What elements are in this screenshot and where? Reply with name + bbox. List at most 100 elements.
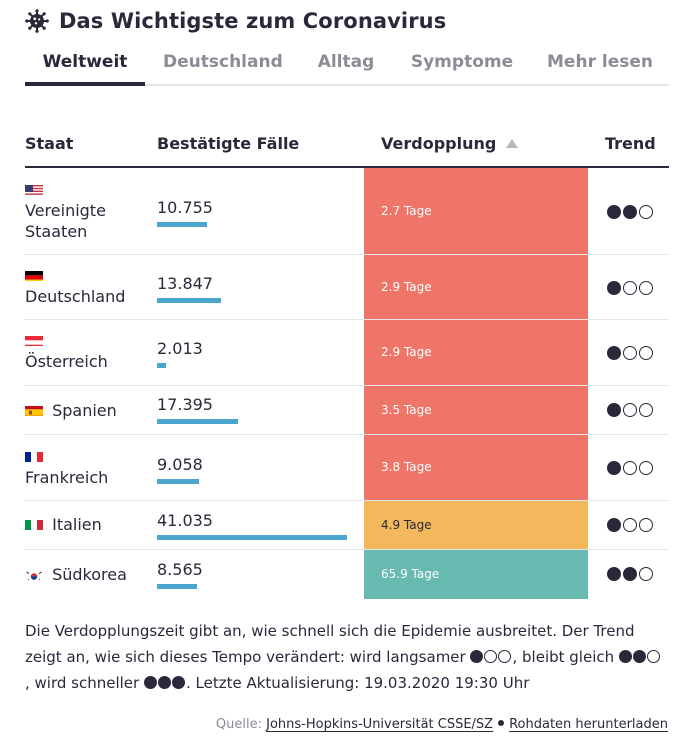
page-header: Das Wichtigste zum Coronavirus <box>25 6 446 36</box>
cases-cell: 10.755 <box>157 198 213 227</box>
tab-weltweit[interactable]: Weltweit <box>25 44 145 86</box>
trend-indicator <box>607 281 653 295</box>
us-flag-icon <box>25 182 43 195</box>
trend-dot-filled-icon <box>143 676 157 689</box>
cases-bar <box>157 479 199 484</box>
trend-dot <box>639 403 653 417</box>
tab-mehr-lesen[interactable]: Mehr lesen <box>547 52 653 72</box>
cases-value: 2.013 <box>157 339 203 358</box>
trend-dot <box>623 518 637 532</box>
column-header-cases[interactable]: Bestätigte Fälle <box>157 134 300 153</box>
trend-indicator <box>607 403 653 417</box>
country-cell: Vereinigte Staaten <box>25 179 125 242</box>
cases-value: 9.058 <box>157 455 203 474</box>
country-cell: Österreich <box>25 330 108 372</box>
trend-dot <box>623 346 637 360</box>
trend-indicator <box>607 205 653 219</box>
cases-cell: 8.565 <box>157 560 203 589</box>
trend-dot <box>623 403 637 417</box>
tab-bar: Weltweit Deutschland Alltag Symptome Meh… <box>25 44 669 86</box>
cases-cell: 9.058 <box>157 455 203 484</box>
fr-flag-icon <box>25 449 43 462</box>
trend-dot <box>639 205 653 219</box>
tab-symptome[interactable]: Symptome <box>410 52 514 72</box>
tab-alltag[interactable]: Alltag <box>317 52 375 72</box>
cases-bar <box>157 419 238 424</box>
doubling-cell: 2.9 Tage <box>364 255 588 319</box>
table-row: Frankreich 9.058 3.8 Tage <box>25 435 669 501</box>
cases-value: 41.035 <box>157 511 213 530</box>
trend-dot-empty-icon <box>484 650 498 663</box>
virus-icon <box>25 9 49 33</box>
note-text: , wird schneller <box>25 674 140 692</box>
es-flag-icon <box>25 403 43 416</box>
sort-ascending-icon <box>506 139 519 148</box>
trend-indicator <box>607 518 653 532</box>
country-name: Deutschland <box>25 287 126 306</box>
trend-dot-filled-icon <box>157 676 171 689</box>
source-label: Quelle: <box>215 717 262 732</box>
country-name: Italien <box>52 515 102 534</box>
column-header-country[interactable]: Staat <box>25 134 74 153</box>
doubling-cell: 2.9 Tage <box>364 320 588 385</box>
trend-dot <box>623 461 637 475</box>
trend-dot <box>623 205 637 219</box>
download-link[interactable]: Rohdaten herunterladen <box>509 717 668 732</box>
trend-dot-filled-icon <box>618 650 632 663</box>
separator-dot-icon <box>498 720 505 726</box>
country-name: Vereinigte Staaten <box>25 201 106 241</box>
cases-bar <box>157 584 197 589</box>
tab-deutschland[interactable]: Deutschland <box>163 52 283 72</box>
doubling-cell: 65.9 Tage <box>364 550 588 599</box>
it-flag-icon <box>25 517 43 530</box>
trend-dot <box>623 567 637 581</box>
doubling-value: 3.5 Tage <box>381 403 432 417</box>
cases-cell: 2.013 <box>157 339 203 368</box>
doubling-value: 4.9 Tage <box>381 518 432 532</box>
page-title: Das Wichtigste zum Coronavirus <box>59 9 447 33</box>
de-flag-icon <box>25 268 43 281</box>
cases-bar <box>157 222 207 227</box>
trend-dot <box>607 346 621 360</box>
cases-value: 17.395 <box>157 395 213 414</box>
trend-dot <box>607 461 621 475</box>
doubling-value: 2.9 Tage <box>381 280 432 294</box>
trend-dot-filled-icon <box>632 650 646 663</box>
explanation-note: Die Verdopplungszeit gibt an, wie schnel… <box>25 618 665 696</box>
note-text: , bleibt gleich <box>512 648 615 666</box>
doubling-value: 3.8 Tage <box>381 460 432 474</box>
source-link[interactable]: Johns-Hopkins-Universität CSSE/SZ <box>266 717 494 732</box>
country-cell: Deutschland <box>25 265 125 307</box>
trend-dot-filled-icon <box>470 650 484 663</box>
table-row: Vereinigte Staaten 10.755 2.7 Tage <box>25 168 669 255</box>
trend-dot <box>607 281 621 295</box>
country-name: Österreich <box>25 352 108 371</box>
trend-dot <box>607 567 621 581</box>
kr-flag-icon <box>25 567 43 580</box>
table-row: Österreich 2.013 2.9 Tage <box>25 320 669 386</box>
trend-dot <box>639 281 653 295</box>
country-cell: Spanien <box>25 400 117 421</box>
trend-indicator <box>607 461 653 475</box>
trend-dot <box>639 461 653 475</box>
cases-value: 13.847 <box>157 274 213 293</box>
cases-bar <box>157 535 347 540</box>
column-header-trend[interactable]: Trend <box>605 134 656 153</box>
trend-indicator <box>607 567 653 581</box>
country-name: Frankreich <box>25 468 109 487</box>
table-row: Spanien 17.395 3.5 Tage <box>25 386 669 435</box>
doubling-cell: 4.9 Tage <box>364 501 588 549</box>
table-header: Staat Bestätigte Fälle Verdopplung Trend <box>25 130 669 168</box>
source-line: Quelle: Johns-Hopkins-Universität CSSE/S… <box>216 717 668 732</box>
doubling-value: 2.7 Tage <box>381 204 432 218</box>
column-header-doubling[interactable]: Verdopplung <box>381 134 519 153</box>
table-row: Südkorea 8.565 65.9 Tage <box>25 550 669 599</box>
cases-cell: 17.395 <box>157 395 238 424</box>
trend-dot <box>639 346 653 360</box>
trend-dot <box>607 403 621 417</box>
trend-indicator <box>607 346 653 360</box>
at-flag-icon <box>25 333 43 346</box>
table-row: Italien 41.035 4.9 Tage <box>25 501 669 550</box>
trend-dot-filled-icon <box>171 676 185 689</box>
country-name: Spanien <box>52 401 117 420</box>
